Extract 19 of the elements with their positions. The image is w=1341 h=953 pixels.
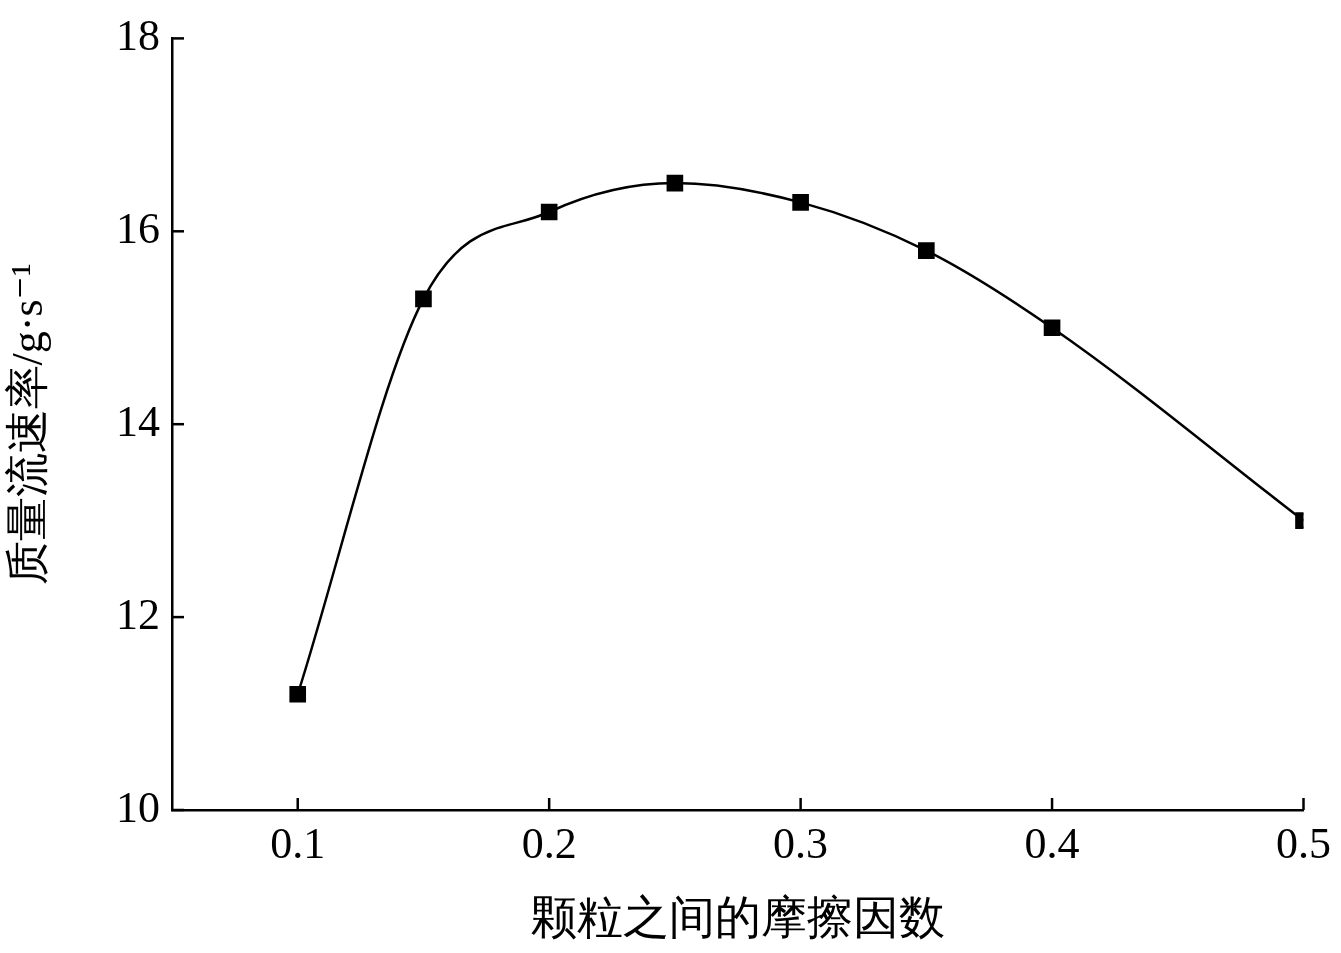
x-tick-label: 0.4 — [1024, 818, 1080, 868]
x-tick-label: 0.5 — [1276, 818, 1331, 868]
point — [1043, 319, 1061, 337]
x-tick-label: 0.2 — [521, 818, 577, 868]
point — [540, 203, 558, 221]
x-tick-label: 0.1 — [270, 818, 326, 868]
point — [415, 290, 432, 308]
point — [289, 685, 307, 703]
y-tick-label: 16 — [116, 203, 160, 253]
point — [666, 174, 684, 192]
y-tick-label: 14 — [116, 396, 160, 446]
y-axis-title: 质量流速率/g·s⁻¹ — [2, 262, 52, 586]
point — [792, 194, 809, 211]
y-tick-label: 18 — [116, 10, 160, 60]
point — [918, 242, 935, 259]
y-tick-label: 12 — [116, 589, 160, 639]
x-axis-title: 颗粒之间的摩擦因数 — [530, 892, 945, 944]
x-tick-label: 0.3 — [773, 818, 829, 868]
y-tick-label: 10 — [116, 782, 160, 832]
